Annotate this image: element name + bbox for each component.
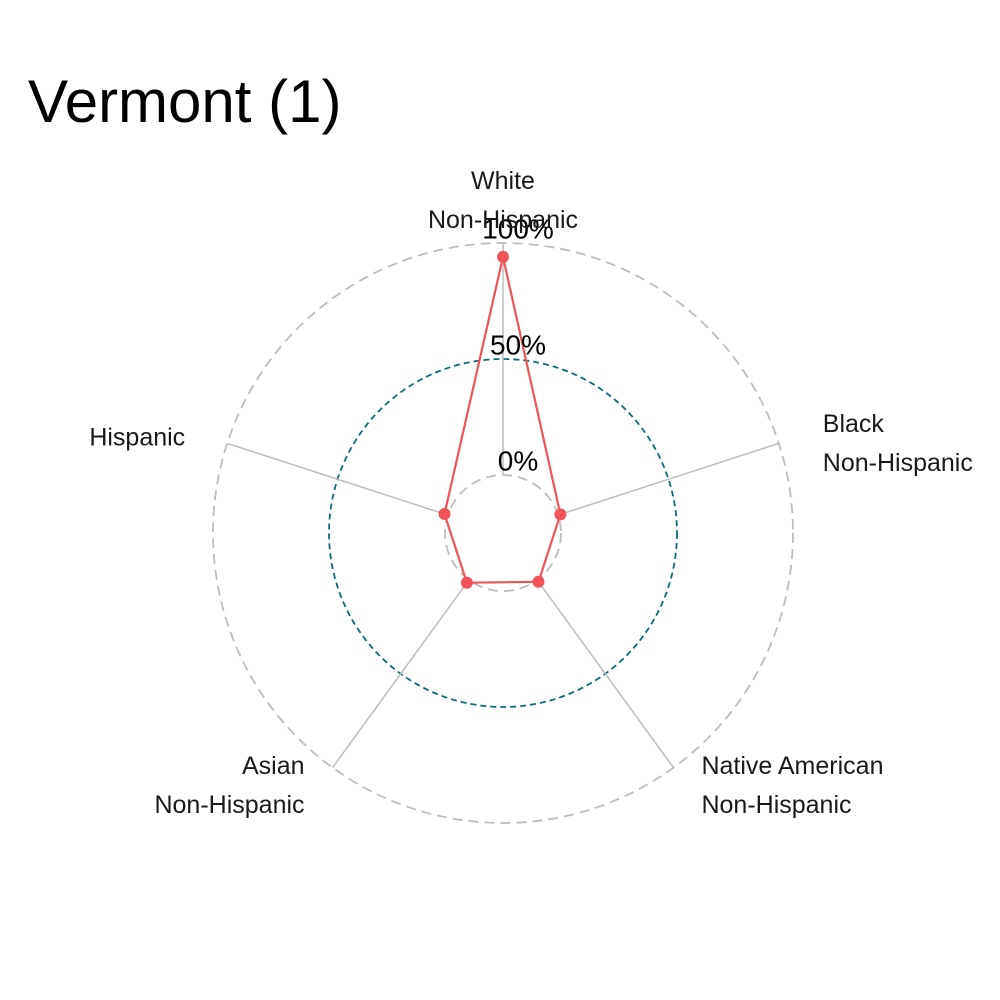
grid-circle-0 — [444, 474, 562, 592]
axis-label-white-line-2: Non-Hispanic — [428, 206, 578, 234]
data-point-white — [497, 250, 509, 263]
spoke-asian — [331, 579, 470, 769]
data-point-asian — [460, 576, 473, 589]
axis-label-hispanic-line-1: Hispanic — [89, 423, 185, 451]
spoke-native — [536, 579, 675, 769]
series-layer — [438, 250, 567, 589]
axis-label-asian-line-1: Asian — [242, 752, 305, 780]
spoke-black — [557, 442, 780, 516]
axis-label-black-line-2: Non-Hispanic — [823, 449, 973, 477]
grid-circle-50 — [328, 358, 678, 708]
axis-label-native-line-2: Non-Hispanic — [701, 791, 851, 819]
data-point-native — [532, 575, 545, 588]
axis-label-native-line-1: Native American — [701, 752, 883, 780]
label-layer: 0% 50% 100% White Non-Hispanic Black Non-Hispa… — [89, 167, 973, 819]
axis-label-asian-line-2: Non-Hispanic — [154, 791, 304, 819]
axis-label-white-line-1: White — [471, 167, 535, 195]
spoke-layer — [226, 243, 780, 769]
grid-label-50: 50% — [490, 330, 546, 361]
data-point-hispanic — [438, 508, 451, 521]
grid-label-0: 0% — [498, 446, 538, 477]
series-line — [443, 255, 562, 584]
axis-label-black-line-1: Black — [823, 410, 885, 438]
data-point-black — [554, 508, 567, 521]
chart-title: Vermont (1) — [28, 68, 341, 135]
spoke-hispanic — [226, 442, 449, 516]
grid-label-100: 100% — [482, 214, 554, 245]
